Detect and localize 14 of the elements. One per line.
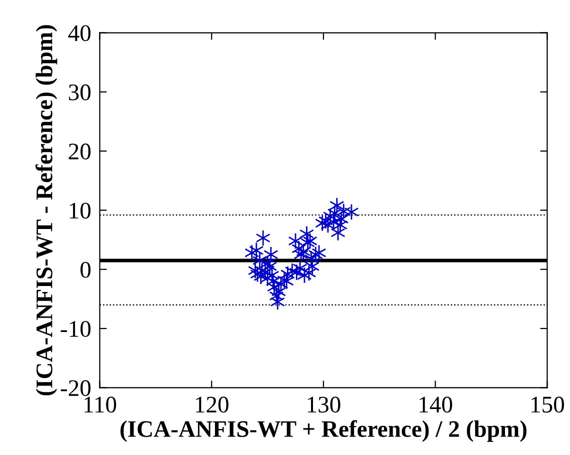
x-tick-label: 130 [308, 396, 340, 413]
y-tick-label: 30 [68, 84, 91, 100]
x-tick-label: 120 [196, 396, 228, 413]
x-axis-title: (ICA-ANFIS-WT + Reference) / 2 (bpm) [120, 420, 526, 442]
y-axis-title: (ICA-ANFIS-WT - Reference) (bpm) [36, 25, 58, 396]
y-tick-label: -20 [60, 380, 91, 396]
y-tick-label: 0 [80, 262, 91, 278]
y-tick-label: 20 [68, 144, 91, 160]
y-tick-label: 40 [68, 25, 91, 42]
y-tick-label: -10 [60, 321, 91, 337]
x-tick-label: 150 [532, 396, 564, 413]
x-tick-label: 110 [84, 396, 116, 413]
y-tick-label: 10 [70, 202, 91, 219]
x-tick-label: 140 [420, 396, 452, 413]
